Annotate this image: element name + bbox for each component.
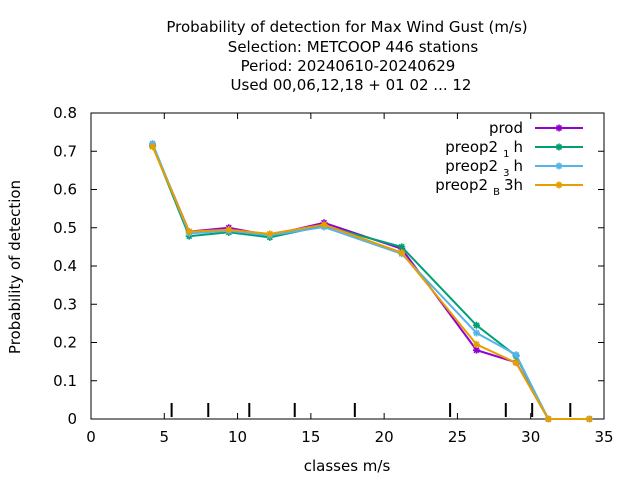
legend-label-text-1: preop2: [445, 138, 498, 156]
series-3-point-8: [544, 415, 552, 423]
x-tick-label-2: 10: [228, 428, 247, 446]
legend-entry-1: preop2 1 h: [445, 138, 583, 160]
legend-label-3: preop2 B 3h: [435, 176, 523, 198]
y-tick-label-7: 0.7: [53, 142, 77, 160]
legend-label-2: preop2 3 h: [445, 157, 523, 179]
legend-label-subscript-3: B: [493, 187, 500, 198]
y-tick-label-2: 0.2: [53, 334, 77, 352]
legend-entry-0: prod: [489, 119, 583, 137]
x-tick-label-7: 35: [594, 428, 613, 446]
series-2-point-7: [512, 351, 520, 359]
series-3-point-5: [398, 249, 406, 257]
chart-title: Probability of detection for Max Wind Gu…: [166, 18, 527, 94]
series-3-point-0: [149, 143, 157, 151]
y-axis-label: Probability of detection: [6, 180, 24, 354]
x-axis-label: classes m/s: [304, 457, 391, 475]
legend-entry-2: preop2 3 h: [445, 157, 583, 179]
plot-border: [90, 112, 605, 420]
y-tick-label-1: 0.1: [53, 372, 77, 390]
x-tick-label-6: 30: [521, 428, 540, 446]
series-3-point-7: [512, 359, 520, 367]
y-tick-label-3: 0.3: [53, 295, 77, 313]
series-1-point-5: [398, 243, 406, 251]
x-tick-label-5: 25: [448, 428, 467, 446]
legend-label-text-2: preop2: [445, 157, 498, 175]
series-1-point-6: [472, 321, 480, 329]
legend-label-0: prod: [489, 119, 523, 137]
series-line-2: [151, 143, 590, 420]
series-3-point-9: [585, 415, 593, 423]
legend-label-text-3: preop2: [435, 176, 488, 194]
series-3-point-2: [225, 226, 233, 234]
y-tick-label-0: 0: [67, 410, 77, 428]
x-tick-label-4: 20: [375, 428, 394, 446]
x-tick-label-3: 15: [301, 428, 320, 446]
legend-label-subscript-2: 3: [503, 168, 509, 179]
legend-label-suffix-1: h: [513, 138, 523, 156]
series-2-point-6: [472, 329, 480, 337]
legend-label-text-0: prod: [489, 119, 523, 137]
legend-swatch-marker-0: [555, 124, 563, 132]
series-3: [149, 143, 593, 423]
legend-swatch-marker-3: [555, 181, 563, 189]
series-3-point-3: [266, 230, 274, 238]
series-line-3: [151, 146, 590, 420]
legend-swatch-marker-2: [555, 162, 563, 170]
legend-entry-3: preop2 B 3h: [435, 176, 583, 198]
axes: 0 5 10 15 20 25 30 35 0 0.1 0.2 0.3 0.4 0.5 0.6 0.7 0.8: [53, 104, 613, 446]
y-tick-label-5: 0.5: [53, 219, 77, 237]
series-3-point-1: [185, 228, 193, 236]
series-layer: [149, 140, 593, 423]
y-tick-label-8: 0.8: [53, 104, 77, 122]
series-3-point-4: [320, 221, 328, 229]
title-line-3: Period: 20240610-20240629: [241, 57, 456, 75]
series-0-point-6: [472, 346, 480, 354]
x-tick-label-0: 0: [86, 428, 96, 446]
legend-label-1: preop2 1 h: [445, 138, 523, 160]
y-tick-label-6: 0.6: [53, 181, 77, 199]
y-tick-label-4: 0.4: [53, 257, 77, 275]
legend-label-suffix-3: 3h: [504, 176, 523, 194]
legend-label-subscript-1: 1: [503, 149, 509, 160]
title-line-4: Used 00,06,12,18 + 01 02 ... 12: [231, 76, 472, 94]
legend-label-suffix-2: h: [513, 157, 523, 175]
x-tick-label-1: 5: [160, 428, 170, 446]
legend-swatch-marker-1: [555, 143, 563, 151]
series-3-point-6: [472, 340, 480, 348]
title-line-2: Selection: METCOOP 446 stations: [228, 38, 479, 56]
title-line-1: Probability of detection for Max Wind Gu…: [166, 18, 527, 36]
